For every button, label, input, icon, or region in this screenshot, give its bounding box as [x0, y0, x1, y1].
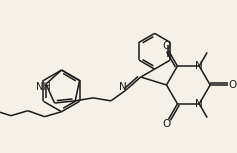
Text: N: N	[195, 99, 203, 109]
Text: N: N	[195, 61, 203, 71]
Text: O: O	[162, 41, 170, 51]
Text: O: O	[162, 119, 170, 129]
Text: NH: NH	[36, 82, 50, 92]
Text: O: O	[229, 80, 237, 90]
Text: N: N	[119, 82, 127, 92]
